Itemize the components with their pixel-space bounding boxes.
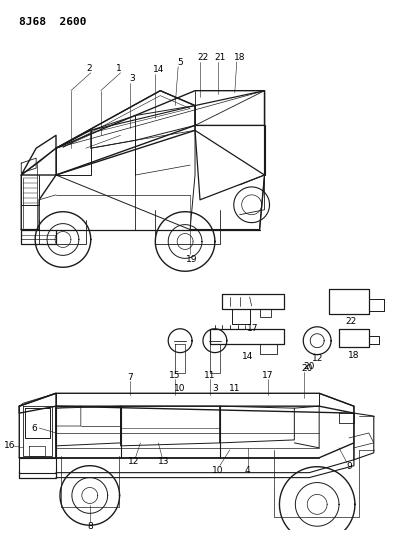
Text: 14: 14: [152, 66, 164, 74]
Text: 6: 6: [31, 424, 37, 432]
Text: 1: 1: [116, 64, 121, 74]
Text: 3: 3: [212, 384, 218, 393]
Text: 20: 20: [304, 362, 315, 371]
Text: 10: 10: [212, 466, 223, 475]
Text: 11: 11: [229, 384, 241, 393]
Text: 17: 17: [262, 371, 273, 380]
Text: 12: 12: [128, 457, 139, 466]
Text: 17: 17: [247, 324, 259, 333]
Text: 2: 2: [86, 64, 92, 74]
Text: 21: 21: [214, 53, 225, 62]
Text: 18: 18: [348, 351, 359, 360]
Text: 9: 9: [346, 462, 352, 471]
Text: 8J68  2600: 8J68 2600: [19, 17, 87, 27]
Text: 11: 11: [204, 371, 216, 380]
Text: 19: 19: [186, 255, 198, 264]
Text: 16: 16: [4, 441, 15, 450]
Text: 12: 12: [312, 354, 323, 363]
Text: 4: 4: [245, 466, 251, 475]
Text: 18: 18: [234, 53, 245, 62]
Text: 10: 10: [174, 384, 186, 393]
Text: 13: 13: [158, 457, 169, 466]
Text: 7: 7: [128, 373, 133, 382]
Text: 8: 8: [87, 522, 93, 531]
Text: 20: 20: [302, 364, 313, 373]
Text: 22: 22: [345, 317, 357, 326]
Text: 15: 15: [170, 371, 181, 380]
Text: 14: 14: [242, 352, 253, 361]
Text: 22: 22: [198, 53, 209, 62]
Text: 3: 3: [130, 74, 135, 83]
Text: 5: 5: [177, 59, 183, 67]
